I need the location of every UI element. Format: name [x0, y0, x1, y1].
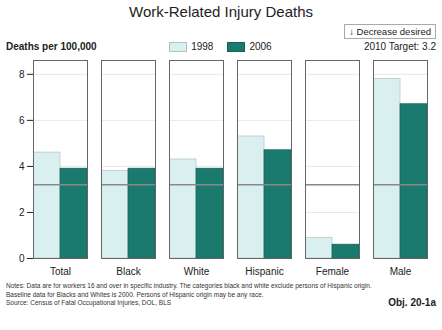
- html-text:1998: 1998: [191, 41, 214, 52]
- svg-text:4: 4: [19, 161, 25, 172]
- html-text:Source: Census of Fatal Occupa: Source: Census of Fatal Occupational Inj…: [6, 299, 172, 306]
- svg-text:8: 8: [19, 69, 25, 80]
- svg-text:Hispanic: Hispanic: [245, 266, 283, 277]
- html-text:Work-Related Injury Deaths: Work-Related Injury Deaths: [129, 3, 313, 20]
- svg-text:Male: Male: [390, 266, 412, 277]
- svg-text:White: White: [184, 266, 210, 277]
- html-text:Obj. 20-1a: Obj. 20-1a: [388, 297, 436, 308]
- svg-text:Black: Black: [116, 266, 141, 277]
- html-text:Deaths per 100,000: Deaths per 100,000: [6, 41, 97, 52]
- html-text:2006: 2006: [249, 41, 272, 52]
- svg-text:Female: Female: [316, 266, 350, 277]
- svg-text:Total: Total: [50, 266, 71, 277]
- html-text:Baseline data for Blacks and W: Baseline data for Blacks and Whites is 2…: [6, 290, 264, 298]
- svg-text:0: 0: [19, 253, 25, 264]
- html-text:2010 Target: 3.2: 2010 Target: 3.2: [363, 41, 436, 52]
- svg-text:2: 2: [19, 207, 25, 218]
- html-text:Notes: Data are for workers 16: Notes: Data are for workers 16 and over …: [6, 282, 372, 289]
- svg-text:6: 6: [19, 115, 25, 126]
- html-text:↓ Decrease desired: ↓ Decrease desired: [349, 26, 431, 37]
